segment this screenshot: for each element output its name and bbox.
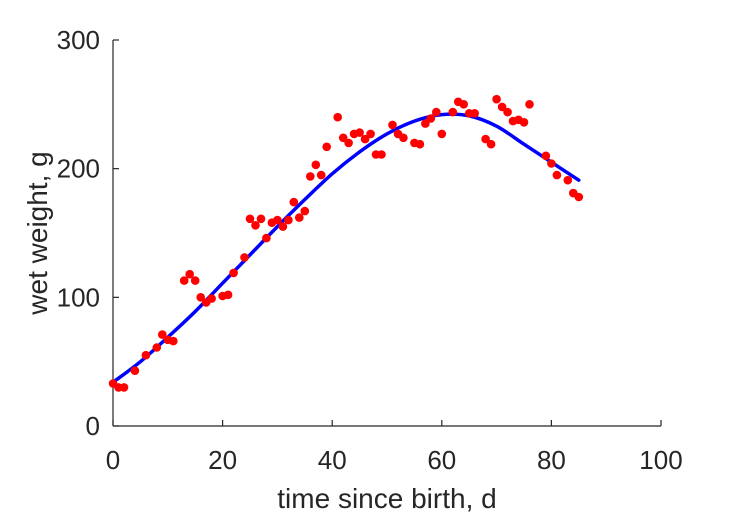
data-point <box>179 276 189 285</box>
data-point <box>503 107 512 117</box>
data-point <box>333 112 343 122</box>
y-axis-label: wet weight, g <box>22 151 53 315</box>
data-point <box>169 336 178 346</box>
data-point <box>519 118 529 127</box>
y-tick-label: 100 <box>57 282 100 312</box>
data-point <box>388 120 397 130</box>
x-tick-label: 80 <box>537 445 566 475</box>
data-point <box>223 290 233 300</box>
data-point <box>360 134 370 144</box>
data-point <box>426 114 436 123</box>
data-point <box>240 253 249 262</box>
x-ticks: 0 20 40 60 80 100 <box>106 420 683 475</box>
y-tick-label: 300 <box>57 25 100 55</box>
data-points <box>108 94 584 392</box>
data-point <box>306 172 315 181</box>
data-point <box>377 150 386 159</box>
data-point <box>289 197 299 207</box>
data-point <box>547 159 556 168</box>
data-point <box>141 350 151 360</box>
data-point <box>245 214 255 224</box>
data-point <box>355 128 364 137</box>
data-point <box>563 175 573 185</box>
data-point <box>158 330 167 339</box>
data-point <box>119 383 129 392</box>
plot-area: 0 20 40 60 80 100 0 100 200 300 <box>57 25 683 475</box>
data-point <box>481 134 490 144</box>
data-point <box>421 119 430 128</box>
data-point <box>278 222 288 231</box>
data-point <box>448 107 458 117</box>
data-point <box>300 206 310 216</box>
data-point <box>130 366 140 376</box>
data-point <box>196 293 205 302</box>
data-point <box>486 139 496 149</box>
data-point <box>316 170 326 180</box>
y-tick-label: 200 <box>57 154 100 184</box>
data-point <box>256 214 266 224</box>
y-ticks: 0 100 200 300 <box>57 25 119 441</box>
x-tick-label: 60 <box>427 445 456 475</box>
data-point <box>492 94 501 104</box>
data-point <box>552 170 562 180</box>
data-point <box>574 192 584 202</box>
x-tick-label: 40 <box>318 445 347 475</box>
data-point <box>190 276 200 285</box>
data-point <box>322 142 332 152</box>
data-point <box>541 151 551 161</box>
data-point <box>459 100 469 109</box>
data-point <box>251 221 260 230</box>
data-point <box>185 269 194 279</box>
y-tick-label: 0 <box>86 411 100 441</box>
data-point <box>338 133 348 143</box>
x-tick-label: 100 <box>639 445 682 475</box>
data-point <box>273 215 282 225</box>
data-point <box>344 138 353 148</box>
data-point <box>311 160 321 170</box>
data-point <box>295 213 304 222</box>
data-point <box>415 139 425 149</box>
data-point <box>284 215 293 225</box>
data-point <box>366 129 375 139</box>
data-point <box>432 107 441 117</box>
fit-curve <box>111 112 581 385</box>
x-tick-label: 0 <box>106 445 120 475</box>
data-point <box>262 233 271 243</box>
data-point <box>152 343 162 352</box>
data-point <box>525 100 534 109</box>
x-axis-label: time since birth, d <box>277 483 496 514</box>
data-point <box>497 102 507 112</box>
x-tick-label: 20 <box>208 445 237 475</box>
data-point <box>437 129 447 139</box>
data-point <box>229 268 238 278</box>
data-point <box>470 109 480 118</box>
data-point <box>207 294 216 303</box>
data-point <box>399 133 408 143</box>
